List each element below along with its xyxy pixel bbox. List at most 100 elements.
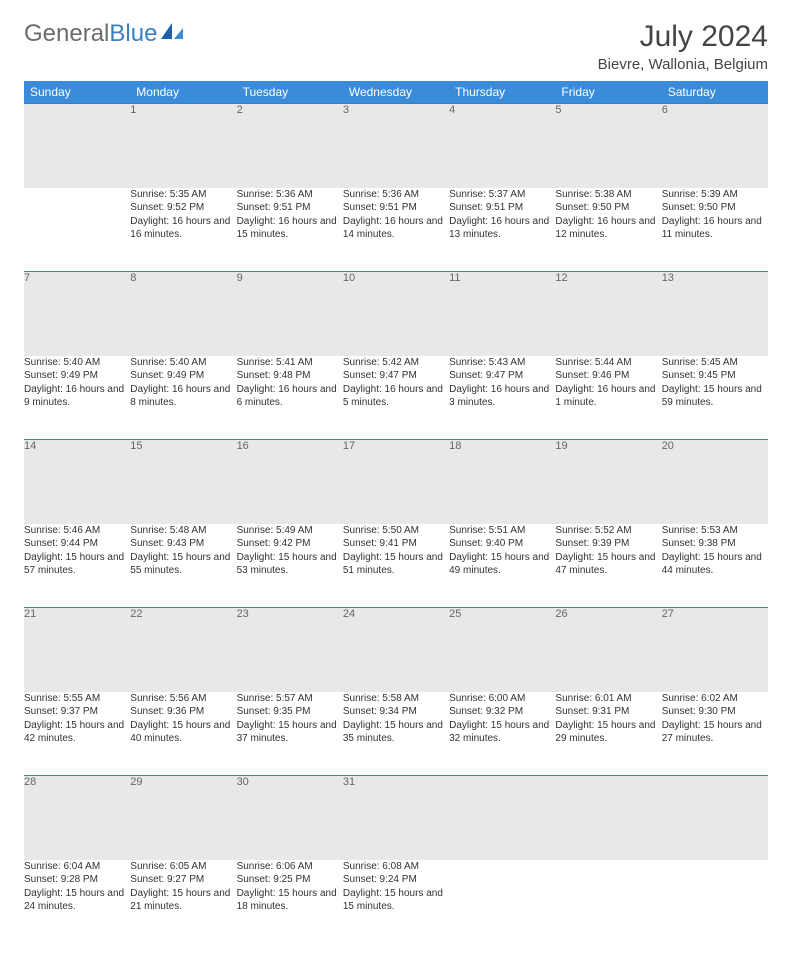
day-data-cell: Sunrise: 5:35 AMSunset: 9:52 PMDaylight:… [130, 188, 236, 272]
day-number-cell: 9 [237, 272, 343, 356]
sunset-line: Sunset: 9:51 PM [449, 201, 555, 215]
daylight-line: Daylight: 15 hours and 53 minutes. [237, 551, 343, 578]
daylight-line: Daylight: 15 hours and 51 minutes. [343, 551, 449, 578]
sunrise-line: Sunrise: 5:36 AM [237, 188, 343, 202]
day-number-cell [555, 776, 661, 860]
sunset-line: Sunset: 9:49 PM [130, 369, 236, 383]
day-number-cell: 8 [130, 272, 236, 356]
day-data-cell: Sunrise: 5:36 AMSunset: 9:51 PMDaylight:… [237, 188, 343, 272]
day-number-cell: 17 [343, 440, 449, 524]
sunset-line: Sunset: 9:35 PM [237, 705, 343, 719]
day-data-cell: Sunrise: 5:50 AMSunset: 9:41 PMDaylight:… [343, 524, 449, 608]
day-data-cell: Sunrise: 5:36 AMSunset: 9:51 PMDaylight:… [343, 188, 449, 272]
day-number-row: 78910111213 [24, 272, 768, 356]
day-data-cell: Sunrise: 5:53 AMSunset: 9:38 PMDaylight:… [662, 524, 768, 608]
daylight-line: Daylight: 16 hours and 14 minutes. [343, 215, 449, 242]
day-data-cell: Sunrise: 5:40 AMSunset: 9:49 PMDaylight:… [130, 356, 236, 440]
daylight-line: Daylight: 16 hours and 1 minute. [555, 383, 661, 410]
sunrise-line: Sunrise: 6:02 AM [662, 692, 768, 706]
sunset-line: Sunset: 9:37 PM [24, 705, 130, 719]
day-number-cell: 26 [555, 608, 661, 692]
day-data-cell: Sunrise: 6:08 AMSunset: 9:24 PMDaylight:… [343, 860, 449, 944]
day-number-cell: 7 [24, 272, 130, 356]
sunset-line: Sunset: 9:30 PM [662, 705, 768, 719]
sunrise-line: Sunrise: 5:50 AM [343, 524, 449, 538]
daylight-line: Daylight: 15 hours and 55 minutes. [130, 551, 236, 578]
sunset-line: Sunset: 9:50 PM [662, 201, 768, 215]
day-data-cell: Sunrise: 5:44 AMSunset: 9:46 PMDaylight:… [555, 356, 661, 440]
day-data-cell: Sunrise: 6:01 AMSunset: 9:31 PMDaylight:… [555, 692, 661, 776]
sunrise-line: Sunrise: 5:55 AM [24, 692, 130, 706]
day-number-cell [449, 776, 555, 860]
daylight-line: Daylight: 16 hours and 6 minutes. [237, 383, 343, 410]
day-number-cell: 14 [24, 440, 130, 524]
day-data-cell: Sunrise: 5:39 AMSunset: 9:50 PMDaylight:… [662, 188, 768, 272]
day-number-cell: 31 [343, 776, 449, 860]
day-data-cell: Sunrise: 6:04 AMSunset: 9:28 PMDaylight:… [24, 860, 130, 944]
sunrise-line: Sunrise: 5:45 AM [662, 356, 768, 370]
daylight-line: Daylight: 15 hours and 32 minutes. [449, 719, 555, 746]
logo-text-blue: Blue [109, 20, 157, 48]
daylight-line: Daylight: 16 hours and 5 minutes. [343, 383, 449, 410]
sunrise-line: Sunrise: 5:48 AM [130, 524, 236, 538]
sunset-line: Sunset: 9:49 PM [24, 369, 130, 383]
daylight-line: Daylight: 15 hours and 44 minutes. [662, 551, 768, 578]
sunset-line: Sunset: 9:47 PM [449, 369, 555, 383]
daylight-line: Daylight: 15 hours and 47 minutes. [555, 551, 661, 578]
daylight-line: Daylight: 16 hours and 11 minutes. [662, 215, 768, 242]
weekday-header: Sunday [24, 81, 130, 104]
sunrise-line: Sunrise: 6:06 AM [237, 860, 343, 874]
daylight-line: Daylight: 15 hours and 57 minutes. [24, 551, 130, 578]
sunrise-line: Sunrise: 5:39 AM [662, 188, 768, 202]
sunrise-line: Sunrise: 5:40 AM [130, 356, 236, 370]
day-number-cell: 21 [24, 608, 130, 692]
day-data-cell: Sunrise: 5:40 AMSunset: 9:49 PMDaylight:… [24, 356, 130, 440]
day-number-cell: 6 [662, 104, 768, 188]
day-number-cell: 30 [237, 776, 343, 860]
day-number-cell [662, 776, 768, 860]
sunset-line: Sunset: 9:40 PM [449, 537, 555, 551]
sunset-line: Sunset: 9:52 PM [130, 201, 236, 215]
sail-icon [159, 20, 185, 48]
daylight-line: Daylight: 15 hours and 40 minutes. [130, 719, 236, 746]
day-number-cell: 12 [555, 272, 661, 356]
sunset-line: Sunset: 9:34 PM [343, 705, 449, 719]
day-number-cell: 2 [237, 104, 343, 188]
weekday-header-row: SundayMondayTuesdayWednesdayThursdayFrid… [24, 81, 768, 104]
day-number-row: 123456 [24, 104, 768, 188]
daylight-line: Daylight: 15 hours and 49 minutes. [449, 551, 555, 578]
sunrise-line: Sunrise: 5:36 AM [343, 188, 449, 202]
daylight-line: Daylight: 16 hours and 9 minutes. [24, 383, 130, 410]
day-number-cell: 22 [130, 608, 236, 692]
sunset-line: Sunset: 9:41 PM [343, 537, 449, 551]
day-data-cell: Sunrise: 5:41 AMSunset: 9:48 PMDaylight:… [237, 356, 343, 440]
calendar-table: SundayMondayTuesdayWednesdayThursdayFrid… [24, 81, 768, 944]
day-number-cell [24, 104, 130, 188]
daylight-line: Daylight: 16 hours and 8 minutes. [130, 383, 236, 410]
daylight-line: Daylight: 16 hours and 13 minutes. [449, 215, 555, 242]
day-data-cell: Sunrise: 5:57 AMSunset: 9:35 PMDaylight:… [237, 692, 343, 776]
daylight-line: Daylight: 15 hours and 42 minutes. [24, 719, 130, 746]
sunrise-line: Sunrise: 6:00 AM [449, 692, 555, 706]
sunrise-line: Sunrise: 5:52 AM [555, 524, 661, 538]
day-data-row: Sunrise: 5:46 AMSunset: 9:44 PMDaylight:… [24, 524, 768, 608]
sunset-line: Sunset: 9:42 PM [237, 537, 343, 551]
sunrise-line: Sunrise: 5:46 AM [24, 524, 130, 538]
day-data-cell: Sunrise: 6:05 AMSunset: 9:27 PMDaylight:… [130, 860, 236, 944]
sunrise-line: Sunrise: 5:51 AM [449, 524, 555, 538]
sunrise-line: Sunrise: 5:40 AM [24, 356, 130, 370]
daylight-line: Daylight: 15 hours and 29 minutes. [555, 719, 661, 746]
sunset-line: Sunset: 9:32 PM [449, 705, 555, 719]
day-data-row: Sunrise: 6:04 AMSunset: 9:28 PMDaylight:… [24, 860, 768, 944]
daylight-line: Daylight: 16 hours and 12 minutes. [555, 215, 661, 242]
day-number-cell: 18 [449, 440, 555, 524]
day-number-cell: 25 [449, 608, 555, 692]
sunrise-line: Sunrise: 5:56 AM [130, 692, 236, 706]
daylight-line: Daylight: 15 hours and 35 minutes. [343, 719, 449, 746]
day-data-cell [24, 188, 130, 272]
sunset-line: Sunset: 9:39 PM [555, 537, 661, 551]
day-data-cell: Sunrise: 5:49 AMSunset: 9:42 PMDaylight:… [237, 524, 343, 608]
sunrise-line: Sunrise: 5:57 AM [237, 692, 343, 706]
sunrise-line: Sunrise: 5:43 AM [449, 356, 555, 370]
sunset-line: Sunset: 9:48 PM [237, 369, 343, 383]
